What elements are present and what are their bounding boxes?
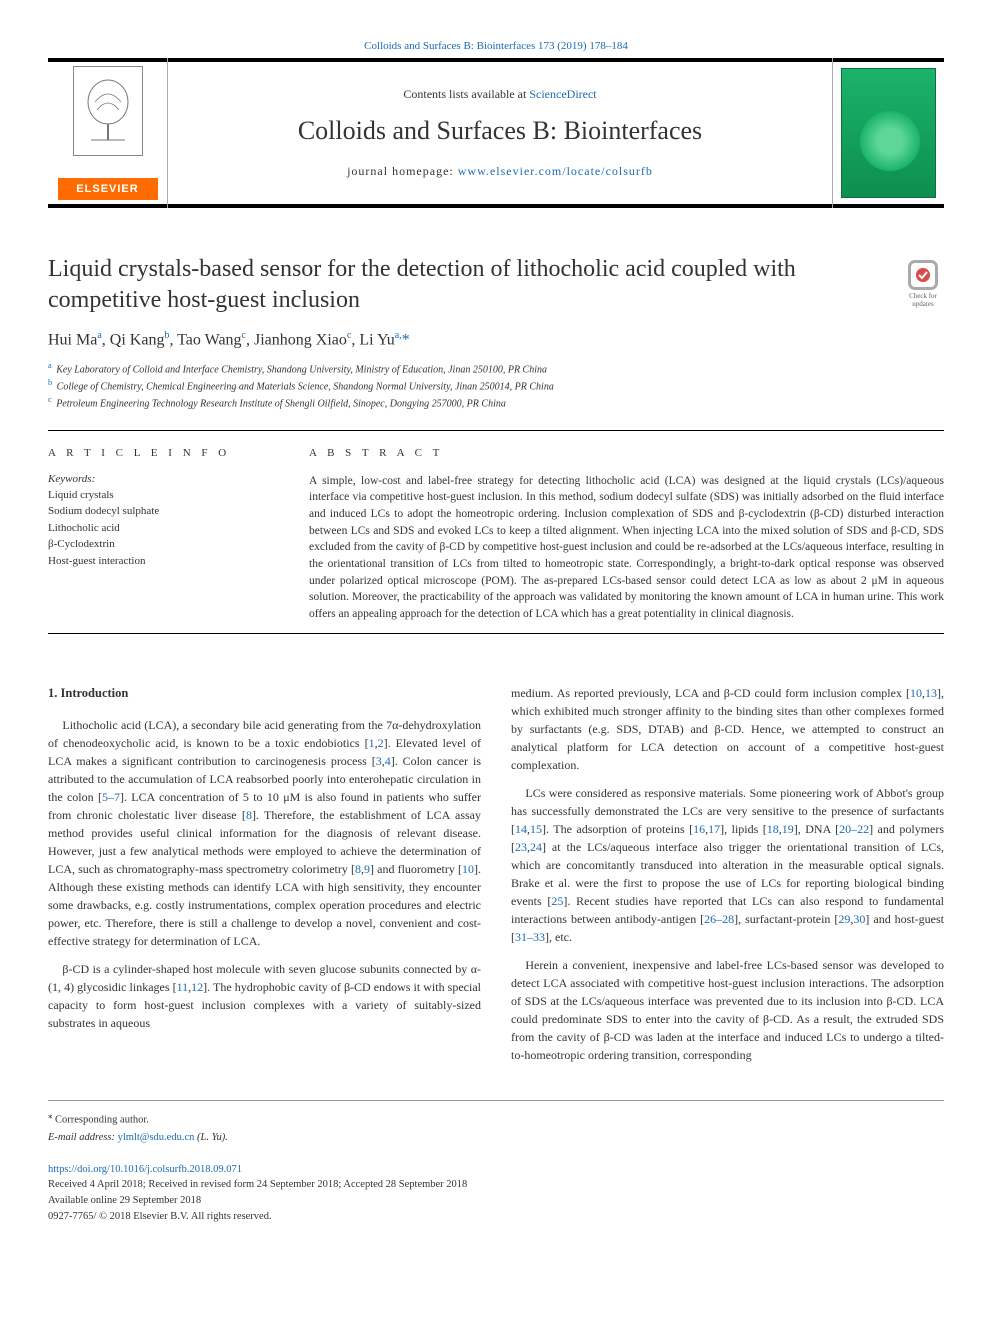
- journal-cover-thumbnail: [841, 68, 936, 198]
- body-paragraph: LCs were considered as responsive materi…: [511, 784, 944, 946]
- keyword-item: β-Cyclodextrin: [48, 536, 273, 553]
- ref-link[interactable]: 14: [515, 822, 527, 836]
- ref-link[interactable]: 24: [530, 840, 542, 854]
- ref-link[interactable]: 26–28: [704, 912, 734, 926]
- keyword-item: Lithocholic acid: [48, 520, 273, 537]
- intro-heading: 1. Introduction: [48, 684, 481, 703]
- elsevier-wordmark: ELSEVIER: [58, 178, 158, 200]
- journal-citation-link[interactable]: Colloids and Surfaces B: Biointerfaces 1…: [48, 40, 944, 52]
- keyword-item: Host-guest interaction: [48, 553, 273, 570]
- body-paragraph: Lithocholic acid (LCA), a secondary bile…: [48, 716, 481, 950]
- article-header: Liquid crystals-based sensor for the det…: [48, 254, 944, 412]
- check-updates-label: Check for updates: [909, 292, 937, 308]
- corresponding-mark: ⁎: [48, 1110, 52, 1120]
- ref-link[interactable]: 10: [462, 862, 474, 876]
- check-updates-icon: [908, 260, 938, 290]
- article-title: Liquid crystals-based sensor for the det…: [48, 254, 944, 316]
- ref-link[interactable]: 30: [853, 912, 865, 926]
- ref-link[interactable]: 15: [530, 822, 542, 836]
- journal-header-center: Contents lists available at ScienceDirec…: [168, 77, 832, 189]
- ref-link[interactable]: 4: [385, 754, 391, 768]
- article-footer: ⁎ Corresponding author. E-mail address: …: [48, 1100, 944, 1225]
- keywords-list: Liquid crystalsSodium dodecyl sulphateLi…: [48, 487, 273, 570]
- section-divider: [48, 430, 944, 431]
- email-line: E-mail address: ylmlt@sdu.edu.cn (L. Yu)…: [48, 1130, 944, 1146]
- ref-link[interactable]: 3: [376, 754, 382, 768]
- journal-homepage-line: journal homepage: www.elsevier.com/locat…: [168, 164, 832, 179]
- body-column-left: 1. Introduction Lithocholic acid (LCA), …: [48, 684, 481, 1074]
- keyword-item: Sodium dodecyl sulphate: [48, 503, 273, 520]
- email-label: E-mail address:: [48, 1132, 115, 1143]
- ref-link[interactable]: 29: [838, 912, 850, 926]
- journal-cover-block: [832, 58, 944, 208]
- homepage-prefix: journal homepage:: [347, 164, 458, 178]
- abstract-heading: A B S T R A C T: [309, 447, 944, 459]
- ref-link[interactable]: 25: [551, 894, 563, 908]
- contents-lists-line: Contents lists available at ScienceDirec…: [168, 87, 832, 102]
- affiliations-list: a Key Laboratory of Colloid and Interfac…: [48, 360, 944, 412]
- affiliation-item: c Petroleum Engineering Technology Resea…: [48, 394, 944, 411]
- ref-link[interactable]: 17: [708, 822, 720, 836]
- affiliation-item: b College of Chemistry, Chemical Enginee…: [48, 377, 944, 394]
- corresponding-author-line: ⁎ Corresponding author.: [48, 1109, 944, 1128]
- ref-link[interactable]: 8: [355, 862, 361, 876]
- doi-link[interactable]: https://doi.org/10.1016/j.colsurfb.2018.…: [48, 1164, 242, 1175]
- body-paragraph: β-CD is a cylinder-shaped host molecule …: [48, 960, 481, 1032]
- abstract-text: A simple, low-cost and label-free strate…: [309, 473, 944, 623]
- body-column-right: medium. As reported previously, LCA and …: [511, 684, 944, 1074]
- abstract-block: A B S T R A C T A simple, low-cost and l…: [309, 447, 944, 623]
- journal-homepage-link[interactable]: www.elsevier.com/locate/colsurfb: [458, 164, 653, 178]
- contents-prefix: Contents lists available at: [403, 87, 529, 101]
- affiliation-item: a Key Laboratory of Colloid and Interfac…: [48, 360, 944, 377]
- keywords-label: Keywords:: [48, 473, 273, 485]
- ref-link[interactable]: 18: [767, 822, 779, 836]
- received-line: Received 4 April 2018; Received in revis…: [48, 1177, 944, 1193]
- body-paragraph: Herein a convenient, inexpensive and lab…: [511, 956, 944, 1064]
- available-online-line: Available online 29 September 2018: [48, 1193, 944, 1209]
- body-paragraph: medium. As reported previously, LCA and …: [511, 684, 944, 774]
- keyword-item: Liquid crystals: [48, 487, 273, 504]
- article-info-heading: A R T I C L E I N F O: [48, 447, 273, 459]
- sciencedirect-link[interactable]: ScienceDirect: [529, 87, 596, 101]
- article-info-block: A R T I C L E I N F O Keywords: Liquid c…: [48, 447, 273, 623]
- section-divider: [48, 633, 944, 634]
- ref-link[interactable]: 11: [177, 980, 189, 994]
- ref-link[interactable]: 16: [693, 822, 705, 836]
- article-body: 1. Introduction Lithocholic acid (LCA), …: [48, 684, 944, 1074]
- info-abstract-row: A R T I C L E I N F O Keywords: Liquid c…: [48, 447, 944, 623]
- publisher-logo-block: ELSEVIER: [48, 58, 168, 208]
- ref-link[interactable]: 23: [515, 840, 527, 854]
- doi-line: https://doi.org/10.1016/j.colsurfb.2018.…: [48, 1162, 944, 1178]
- ref-link[interactable]: 9: [364, 862, 370, 876]
- ref-link[interactable]: 2: [378, 736, 384, 750]
- ref-link[interactable]: 19: [782, 822, 794, 836]
- copyright-line: 0927-7765/ © 2018 Elsevier B.V. All righ…: [48, 1209, 944, 1225]
- ref-link[interactable]: 8: [246, 808, 252, 822]
- email-author-name: (L. Yu).: [197, 1132, 228, 1143]
- two-column-body: 1. Introduction Lithocholic acid (LCA), …: [48, 684, 944, 1074]
- ref-link[interactable]: 13: [925, 686, 937, 700]
- ref-link[interactable]: 20–22: [839, 822, 869, 836]
- ref-link[interactable]: 10: [910, 686, 922, 700]
- ref-link[interactable]: 31–33: [515, 930, 545, 944]
- journal-header-banner: ELSEVIER Contents lists available at Sci…: [48, 58, 944, 208]
- corresponding-email[interactable]: ylmlt@sdu.edu.cn: [118, 1132, 195, 1143]
- ref-link[interactable]: 5–7: [102, 790, 120, 804]
- elsevier-tree-icon: [73, 66, 143, 156]
- check-updates-badge[interactable]: Check for updates: [902, 260, 944, 308]
- ref-link[interactable]: 1: [369, 736, 375, 750]
- author-list: Hui Maa, Qi Kangb, Tao Wangc, Jianhong X…: [48, 330, 944, 349]
- corresponding-text: Corresponding author.: [55, 1114, 149, 1125]
- ref-link[interactable]: 12: [191, 980, 203, 994]
- journal-name: Colloids and Surfaces B: Biointerfaces: [168, 116, 832, 146]
